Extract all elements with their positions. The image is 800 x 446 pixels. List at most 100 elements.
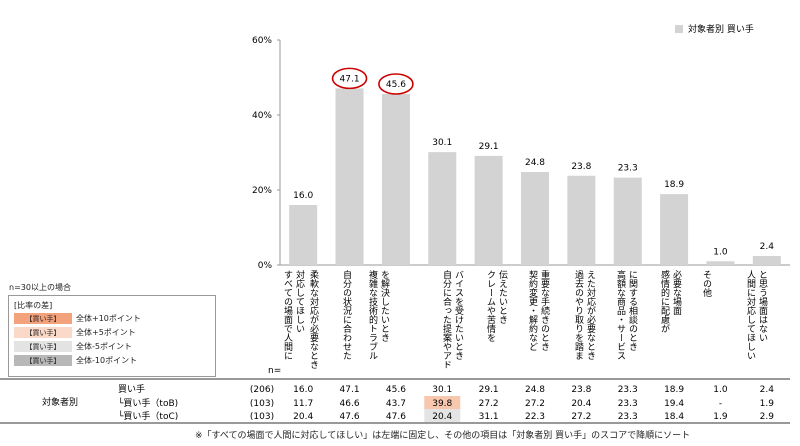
bar [428,152,457,265]
y-tick-label: 40% [252,111,272,121]
difference-legend-swatch: 【買い手】 [14,313,72,324]
table-cell: 31.1 [479,412,499,422]
x-category-label: 伝えたいとき [497,270,508,324]
table-row-n: (206) [250,385,274,395]
difference-legend-item: 【買い手】 全体+5ポイント [14,327,204,338]
difference-legend-swatch: 【買い手】 [14,327,72,338]
table-cell: 47.1 [340,385,360,395]
bar [474,155,503,265]
x-axis-labels: すべての場面で人間に 対応してほしい 柔軟な対応が必要なとき 自分の状況に合わせた 複雑… [282,269,768,369]
bar [289,205,318,265]
x-category-label: 必要な場面 [671,269,682,316]
x-category-label: に関する相談のとき [627,270,638,351]
n-label: n= [268,366,281,376]
table-row-label: └買い手（toB) [118,397,178,409]
table-row-n: (103) [250,399,274,409]
bar-value-label: 1.0 [713,247,728,257]
table-cell: 39.8 [432,399,452,409]
legend-intro: n=30以上の場合 [9,283,71,292]
bar-value-label: 45.6 [386,80,406,90]
difference-legend-item: 【買い手】 全体-5ポイント [14,341,204,352]
table-cell: 24.8 [525,385,545,395]
x-category-label: すべての場面で人間に [282,270,293,360]
bar-value-label: 16.0 [293,191,313,201]
bar-value-label: 2.4 [760,242,775,252]
table-row-label: 買い手 [118,383,145,395]
table-cell: 1.9 [713,412,728,422]
x-category-label: 契約変更・解約など [527,269,538,351]
x-category-label: その他 [701,270,712,298]
difference-legend-swatch: 【買い手】 [14,355,72,366]
table-cell: 29.1 [479,385,499,395]
bar [752,256,781,265]
table-cell: 23.8 [571,385,591,395]
table-cell: 20.4 [293,412,313,422]
table-cell: 11.7 [293,399,313,409]
bar [660,194,689,265]
y-tick-label: 0% [258,261,273,271]
chart-axes: 0% 20% 40% 60% [252,36,790,271]
bar-value-label: 29.1 [479,142,499,152]
table-cell: 16.0 [293,385,313,395]
difference-legend-label: 全体+10ポイント [76,314,141,323]
x-category-label: バイスを受けたいとき [453,270,464,360]
table-row-label: └買い手（toC) [118,410,178,422]
table-cell: 20.4 [432,412,452,422]
table-cell: 2.9 [760,412,775,422]
bar [613,177,642,265]
difference-legend-label: 全体+5ポイント [76,328,136,337]
table-cell: 1.0 [713,385,728,395]
table-cell: 1.9 [760,399,775,409]
bar-value-label: 30.1 [432,138,452,148]
table-cell: 18.9 [664,385,684,395]
legend-swatch [675,25,683,33]
table-row-n: (103) [250,412,274,422]
highlight-circle [378,73,414,95]
table-group-label: 対象者別 [42,396,78,408]
table-cell: 23.3 [618,385,638,395]
x-category-label: 自分の状況に合わせた [341,269,352,360]
table-cell: - [719,399,722,409]
table-cell: 19.4 [664,399,684,409]
x-category-label: 感情的に配慮が [659,269,670,333]
bar [706,261,735,265]
bar [567,175,596,265]
bar-series: 16.0 47.1 45.6 30.1 29.1 24.8 23.8 23.3 18.9 1.0 2… [289,67,781,265]
table-cell: 46.6 [340,399,360,409]
table-cell: 27.2 [525,399,545,409]
table-cell: 43.7 [386,399,406,409]
table-cell: 27.2 [479,399,499,409]
table-cell: 23.3 [618,399,638,409]
x-category-label: 過去のやり取りを踏ま [573,270,584,360]
x-category-label: クレームや苦情を [485,270,496,342]
table-cell: 47.6 [386,412,406,422]
data-table: n= 対象者別 買い手 (206) 16.0 47.1 45.6 30.1 29.1 24.8 23… [0,366,790,424]
bar [521,172,549,265]
x-category-label: 高額な商品・サービス [615,269,626,360]
table-cell: 47.6 [340,412,360,422]
bar-value-label: 23.3 [618,164,638,174]
x-category-label: を解決したいとき [379,270,390,342]
highlight-circle [331,67,368,90]
x-category-label: 自分に合った提案やアド [441,269,452,369]
legend-label: 対象者別 買い手 [688,23,754,35]
table-cell: 27.2 [571,412,591,422]
table-cell-highlight [424,409,461,422]
table-cell: 22.3 [525,412,545,422]
x-category-label: 重要な手続きのとき [539,269,550,351]
difference-legend-title: [比率の差] [14,301,53,310]
x-category-label: 複雑な技術的トラブル [367,269,378,360]
y-tick-label: 20% [252,186,272,196]
x-category-label: と思う場面はない [757,270,768,342]
difference-legend-label: 全体-10ポイント [76,356,138,365]
table-cell: 30.1 [432,385,452,395]
bar-value-label: 47.1 [340,74,360,84]
table-cell: 45.6 [386,385,406,395]
y-tick-label: 60% [252,36,272,46]
table-cell: 18.4 [664,412,684,422]
difference-legend-label: 全体-5ポイント [76,342,132,351]
chart-legend: 対象者別 買い手 [675,23,754,35]
table-cell: 2.4 [760,385,775,395]
difference-legend-item: 【買い手】 全体+10ポイント [14,313,204,324]
